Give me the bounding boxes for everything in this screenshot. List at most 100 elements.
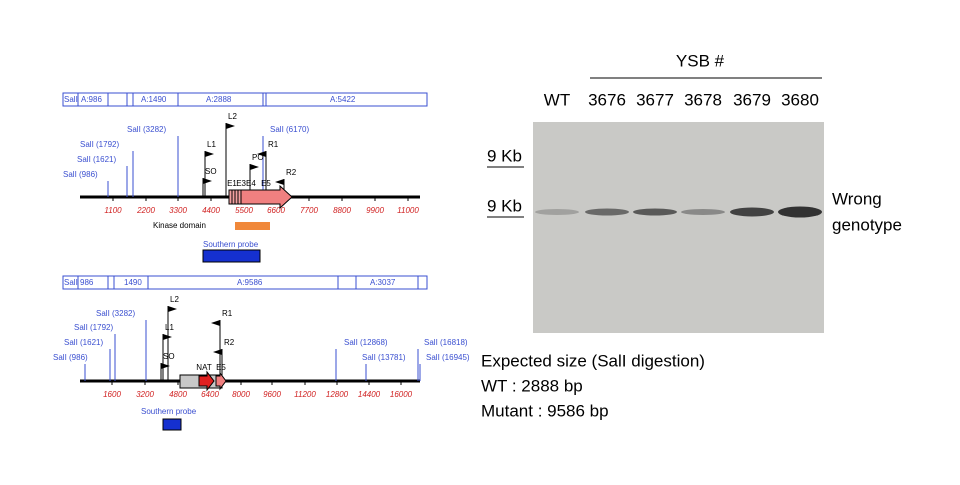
probe-label: Southern probe — [203, 240, 259, 249]
axis-tick-label: 5500 — [235, 206, 253, 215]
group-label: YSB # — [676, 51, 725, 70]
probe-label: Southern probe — [141, 407, 197, 416]
primer-label: L2 — [170, 295, 179, 304]
fragment-label: A:1490 — [141, 95, 167, 104]
axis-tick-label: 9600 — [263, 390, 281, 399]
sali-site-label: SalI (1792) — [74, 323, 113, 332]
primer-flag — [250, 164, 259, 170]
kinase-domain-bar — [235, 222, 270, 230]
probe-bar — [162, 418, 182, 431]
primer-flag — [257, 151, 266, 157]
nat-arrow — [198, 370, 215, 392]
gel-band — [681, 209, 725, 215]
axis-tick-label: 2200 — [136, 206, 155, 215]
gene-arrow — [240, 184, 293, 210]
sali-site-label: SalI (986) — [53, 353, 88, 362]
primer-label: R2 — [286, 168, 297, 177]
fragment-label: SalI — [64, 95, 78, 104]
axis-tick-label: 6600 — [267, 206, 285, 215]
sali-site-label: SalI (3282) — [127, 125, 166, 134]
axis-tick-label: 4400 — [202, 206, 220, 215]
lane-label: 3680 — [781, 90, 819, 109]
sali-site-label: SalI (16945) — [426, 353, 470, 362]
fragment-label: A:9586 — [237, 278, 263, 287]
fragment-label: A:3037 — [370, 278, 396, 287]
sali-site-label: SalI (986) — [63, 170, 98, 179]
sali-site-label: SalI (6170) — [270, 125, 309, 134]
size-marker: 9 Kb — [487, 146, 522, 165]
axis-tick-label: 11000 — [397, 206, 419, 215]
gel-band — [778, 206, 822, 218]
exon-label: E1 — [227, 179, 237, 188]
axis-tick-label: 8000 — [232, 390, 250, 399]
axis-tick-label: 9900 — [366, 206, 384, 215]
probe-bar — [202, 249, 261, 263]
primer-label: R1 — [268, 140, 279, 149]
gel-band — [535, 209, 579, 215]
sali-site-label: SalI (1621) — [77, 155, 116, 164]
primer-flag — [161, 363, 170, 369]
sali-site-label: SalI (12868) — [344, 338, 388, 347]
primer-flag — [226, 123, 235, 129]
gel-band — [633, 208, 677, 216]
annotation: genotype — [832, 215, 902, 234]
exon-label: NAT — [196, 363, 212, 372]
exon-label: E3E4 — [236, 179, 256, 188]
primer-flag — [203, 178, 212, 184]
axis-tick-label: 12800 — [326, 390, 349, 399]
primer-flag — [168, 306, 177, 312]
size-marker: 9 Kb — [487, 196, 522, 215]
primer-label: L1 — [207, 140, 216, 149]
axis-tick-label: 8800 — [333, 206, 351, 215]
primer-label: SO — [205, 167, 217, 176]
sali-site-label: SalI (3282) — [96, 309, 135, 318]
primer-flag — [163, 334, 172, 340]
fragment-label: A:986 — [81, 95, 102, 104]
lane-label: 3676 — [588, 90, 626, 109]
fragment-label: 1490 — [124, 278, 142, 287]
fragment-label: 986 — [80, 278, 94, 287]
axis-tick-label: 11200 — [294, 390, 316, 399]
kinase-domain-label: Kinase domain — [153, 221, 206, 230]
axis-tick-label: 1100 — [104, 206, 122, 215]
axis-tick-label: 6400 — [201, 390, 219, 399]
axis-tick-label: 14400 — [358, 390, 381, 399]
primer-label: L2 — [228, 112, 237, 121]
primer-label: L1 — [165, 323, 174, 332]
axis-tick-label: 1600 — [103, 390, 121, 399]
caption-line: WT : 2888 bp — [481, 376, 583, 395]
primer-flag — [213, 349, 222, 355]
primer-flag — [205, 151, 214, 157]
primer-label: PO — [252, 153, 264, 162]
sali-site-label: SalI (13781) — [362, 353, 406, 362]
axis-tick-label: 3300 — [169, 206, 187, 215]
fragment-bar — [62, 92, 428, 107]
fragment-label: A:2888 — [206, 95, 232, 104]
lane-label: 3679 — [733, 90, 771, 109]
exon-label: E5 — [261, 179, 271, 188]
sali-site-label: SalI (1621) — [64, 338, 103, 347]
lane-label: WT — [544, 90, 570, 109]
gel-band — [730, 207, 774, 217]
sali-site-label: SalI (1792) — [80, 140, 119, 149]
annotation: Wrong — [832, 189, 882, 208]
primer-flag — [275, 179, 284, 185]
gel-image — [533, 122, 824, 333]
exon-label: E5 — [216, 363, 226, 372]
axis-tick-label: 3200 — [136, 390, 154, 399]
axis-tick-label: 16000 — [390, 390, 413, 399]
axis-tick-label: 4800 — [169, 390, 187, 399]
gel-band — [585, 208, 629, 216]
primer-label: R1 — [222, 309, 233, 318]
primer-label: SO — [163, 352, 175, 361]
primer-label: R2 — [224, 338, 235, 347]
fragment-bar — [62, 275, 428, 290]
sali-site-label: SalI (16818) — [424, 338, 468, 347]
caption-title: Expected size (SalI digestion) — [481, 351, 705, 370]
axis-tick-label: 7700 — [300, 206, 318, 215]
exon-arrow — [215, 371, 227, 391]
fragment-label: SalI — [64, 278, 78, 287]
primer-flag — [211, 320, 220, 326]
